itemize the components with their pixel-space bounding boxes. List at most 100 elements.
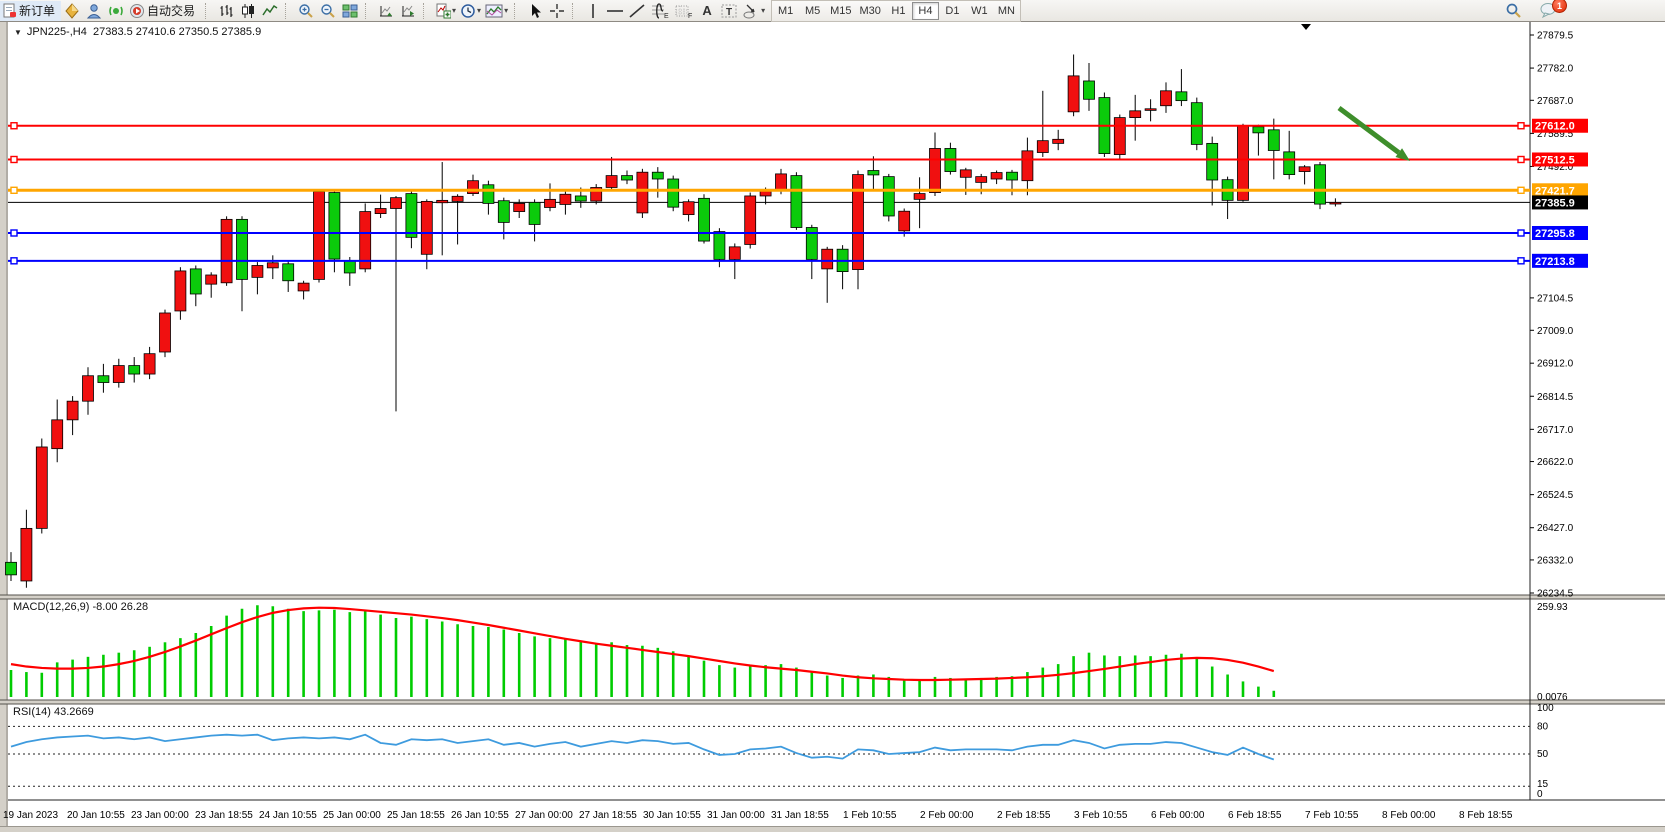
auto-scroll-button[interactable]: [375, 1, 397, 21]
tf-h4-button[interactable]: H4: [911, 1, 939, 20]
rsi-header: RSI(14) 43.2669: [13, 706, 94, 718]
svg-text:26 Jan 10:55: 26 Jan 10:55: [451, 810, 509, 821]
dropdown-arrow: ▾: [761, 6, 766, 15]
svg-text:27512.5: 27512.5: [1535, 154, 1575, 166]
svg-text:26332.0: 26332.0: [1537, 555, 1574, 566]
signal-button[interactable]: [105, 1, 127, 21]
vertical-line-button[interactable]: [582, 1, 604, 21]
tf-m15-button[interactable]: M15: [826, 2, 855, 20]
timeframe-group: M1 M5 M15 M30 H1 H4 D1 W1 MN: [771, 0, 1021, 22]
chevron-down-icon: ▼: [14, 28, 22, 37]
tf-h1-button[interactable]: H1: [885, 2, 912, 20]
macd-header: MACD(12,26,9) -8.00 26.28: [13, 601, 149, 613]
candlestick-chart-button[interactable]: [237, 1, 259, 21]
chart-context-arrow: [1301, 24, 1311, 30]
fibonacci-button[interactable]: E: [648, 1, 672, 21]
chart-shift-icon: [402, 5, 415, 16]
shapes-button[interactable]: ▾: [740, 1, 767, 21]
notifications-button[interactable]: 1: [1538, 0, 1567, 20]
svg-text:26524.5: 26524.5: [1537, 490, 1574, 501]
separator: [365, 2, 373, 19]
line-chart-icon: [262, 4, 278, 15]
svg-text:27492.0: 27492.0: [1537, 162, 1574, 173]
autotrading-button[interactable]: 自动交易: [127, 1, 201, 21]
cursor-icon: [532, 3, 542, 18]
separator: [285, 2, 293, 19]
tf-d1-button[interactable]: D1: [939, 2, 966, 20]
tf-mn-button[interactable]: MN: [993, 2, 1020, 20]
svg-text:E: E: [664, 13, 669, 19]
signal-icon: [109, 6, 123, 15]
periods-button[interactable]: ▾: [458, 1, 483, 21]
tf-w1-button[interactable]: W1: [966, 2, 993, 20]
fibonacci-icon: E: [652, 2, 669, 19]
tf-m5-button[interactable]: M5: [799, 2, 826, 20]
tf-m1-button[interactable]: M1: [772, 2, 799, 20]
svg-text:27612.0: 27612.0: [1535, 121, 1575, 133]
text-tool-button[interactable]: A: [696, 1, 718, 21]
svg-text:23 Jan 18:55: 23 Jan 18:55: [195, 810, 253, 821]
templates-button[interactable]: ▾: [483, 1, 510, 21]
macd-layer: 259.93 0.0076: [9, 602, 1568, 703]
zoom-out-icon: [321, 3, 335, 18]
svg-text:31 Jan 00:00: 31 Jan 00:00: [707, 810, 765, 821]
toolbar: 新订单 自动交易 ▾ ▾: [0, 0, 1665, 22]
crosshair-button[interactable]: [546, 1, 568, 21]
tile-windows-button[interactable]: [339, 1, 361, 21]
search-button[interactable]: [1502, 0, 1524, 20]
svg-text:27 Jan 00:00: 27 Jan 00:00: [515, 810, 573, 821]
text-label-button[interactable]: T: [718, 1, 740, 21]
svg-text:80: 80: [1537, 721, 1549, 732]
autotrading-icon: [130, 3, 145, 18]
trendline-button[interactable]: [626, 1, 648, 21]
svg-text:30 Jan 10:55: 30 Jan 10:55: [643, 810, 701, 821]
favorites-button[interactable]: [61, 1, 83, 21]
notification-badge: 1: [1552, 0, 1567, 13]
svg-text:T: T: [726, 7, 732, 18]
chart-shift-button[interactable]: [397, 1, 419, 21]
svg-text:6 Feb 18:55: 6 Feb 18:55: [1228, 810, 1282, 821]
svg-text:24 Jan 10:55: 24 Jan 10:55: [259, 810, 317, 821]
zoom-in-icon: [299, 3, 313, 18]
text-label-icon: T: [721, 4, 737, 18]
separator: [514, 2, 522, 19]
indicators-icon: [436, 3, 452, 18]
svg-text:27385.9: 27385.9: [1535, 197, 1575, 209]
zoom-in-button[interactable]: [295, 1, 317, 21]
svg-text:31 Jan 18:55: 31 Jan 18:55: [771, 810, 829, 821]
line-chart-button[interactable]: [259, 1, 281, 21]
bar-chart-button[interactable]: [215, 1, 237, 21]
text-tool-icon: A: [702, 3, 712, 18]
new-order-button[interactable]: 新订单: [0, 0, 62, 21]
svg-text:27687.0: 27687.0: [1537, 96, 1574, 107]
clock-icon: [461, 3, 475, 18]
svg-text:26622.0: 26622.0: [1537, 457, 1574, 468]
date-axis: 19 Jan 2023 20 Jan 10:55 23 Jan 00:00 23 Ja…: [3, 810, 1513, 821]
gold-diamond-icon: [65, 2, 79, 19]
separator: [423, 2, 431, 19]
person-icon: [86, 3, 102, 18]
zoom-out-button[interactable]: [317, 1, 339, 21]
svg-text:26814.5: 26814.5: [1537, 392, 1574, 403]
community-button[interactable]: [83, 1, 105, 21]
svg-text:6 Feb 00:00: 6 Feb 00:00: [1151, 810, 1205, 821]
tf-m30-button[interactable]: M30: [856, 2, 885, 20]
indicators-button[interactable]: ▾: [433, 1, 458, 21]
svg-text:27589.5: 27589.5: [1537, 129, 1574, 140]
price-axis: 27879.5 27782.0 27687.0 27589.5 27492.0 27104…: [1530, 31, 1574, 600]
horizontal-line-button[interactable]: [604, 1, 626, 21]
fibo-grid-button[interactable]: F: [672, 1, 696, 21]
chart-header: ▼ JPN225-,H4 27383.5 27410.6 27350.5 2738…: [14, 26, 261, 38]
cursor-button[interactable]: [524, 1, 546, 21]
autotrading-label: 自动交易: [147, 4, 196, 18]
separator: [205, 2, 213, 19]
svg-text:27782.0: 27782.0: [1537, 64, 1574, 75]
horizontal-line-icon: [607, 9, 624, 12]
svg-text:7 Feb 10:55: 7 Feb 10:55: [1305, 810, 1359, 821]
crosshair-icon: [550, 3, 565, 18]
trendline-icon: [629, 3, 645, 18]
annotation-arrow: [1337, 105, 1401, 155]
dropdown-arrow: ▾: [504, 6, 509, 15]
